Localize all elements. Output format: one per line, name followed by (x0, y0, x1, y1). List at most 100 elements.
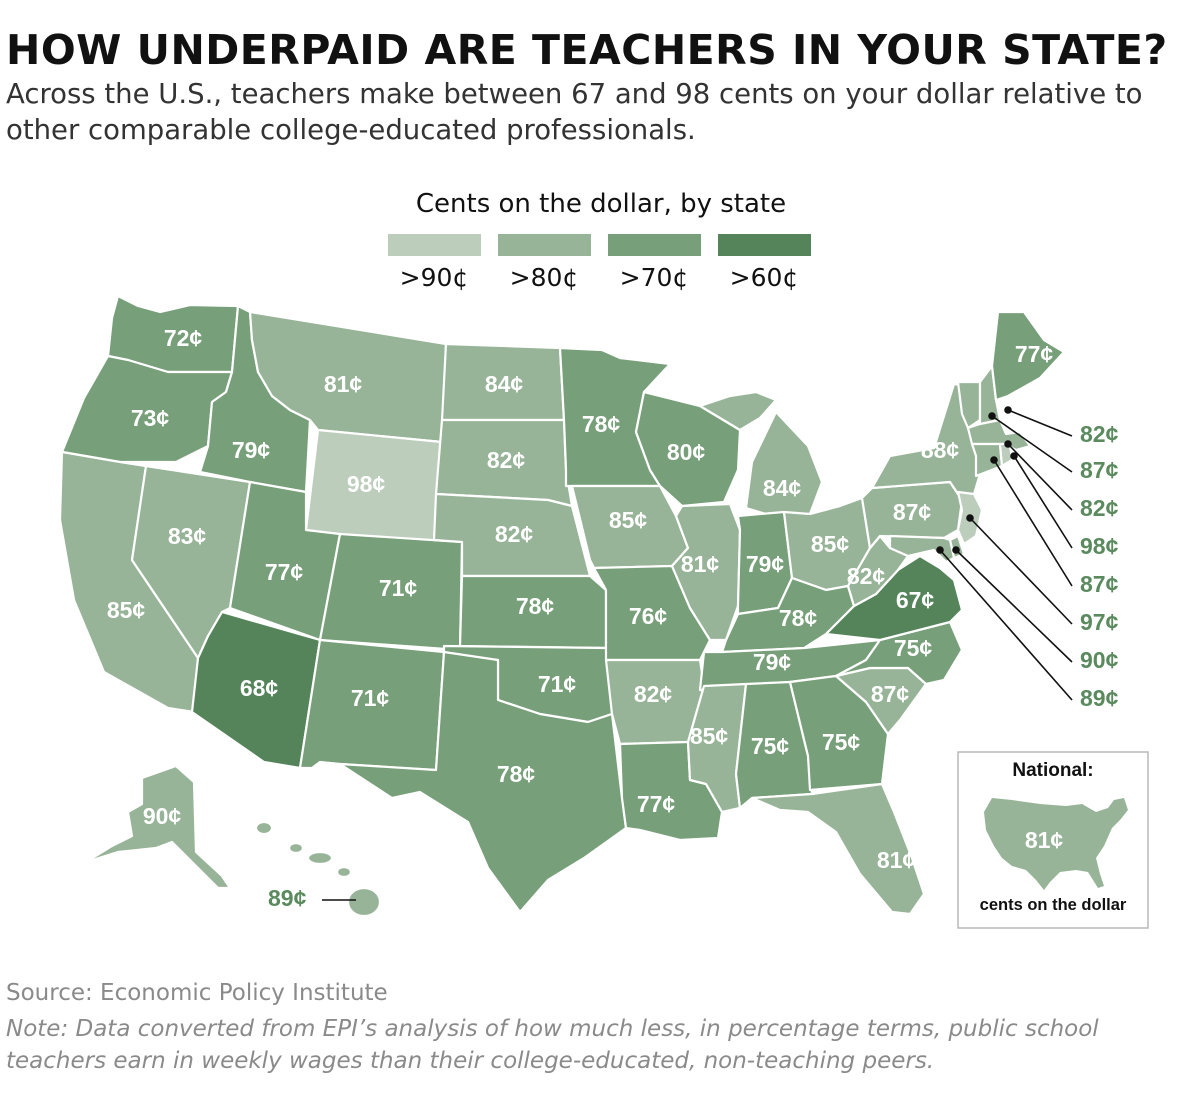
leader-dot-md (936, 546, 944, 554)
state-label-il: 81¢ (681, 551, 720, 577)
legend-swatch-60 (718, 234, 811, 256)
state-label-co: 71¢ (379, 575, 418, 601)
state-label-mn: 78¢ (582, 411, 621, 437)
callout-label-vt: 82¢ (1080, 421, 1119, 447)
legend-label-60: >60¢ (730, 263, 799, 292)
state-label-va: 67¢ (896, 587, 935, 613)
legend-swatch-80 (498, 234, 591, 256)
state-label-ky: 78¢ (779, 605, 818, 631)
leader-dot-nj (966, 514, 974, 522)
state-label-ga: 75¢ (822, 729, 861, 755)
callout-label-ri: 98¢ (1080, 533, 1119, 559)
state-label-la: 77¢ (637, 791, 676, 817)
state-label-sd: 82¢ (487, 447, 526, 473)
state-ct (970, 442, 1004, 478)
state-label-nc: 75¢ (894, 635, 933, 661)
leader-dot-nh (988, 412, 996, 420)
source-note: Source: Economic Policy Institute (6, 980, 388, 1006)
state-label-pa: 87¢ (893, 499, 932, 525)
state-label-mt: 81¢ (324, 371, 363, 397)
state-md (888, 534, 956, 564)
state-label-tn: 79¢ (753, 649, 792, 675)
state-vt (956, 380, 982, 430)
state-mi (744, 410, 824, 516)
leader-ri (1013, 455, 1073, 549)
methodology-note: Note: Data converted from EPI’s analysis… (6, 1016, 1099, 1074)
state-label-ny: 88¢ (921, 437, 960, 463)
state-label-nd: 84¢ (485, 371, 524, 397)
state-label-ks: 78¢ (516, 593, 555, 619)
state-label-ms: 85¢ (690, 723, 729, 749)
state-label-id: 79¢ (232, 437, 271, 463)
callout-leader-lines (322, 406, 1073, 901)
state-label-wv: 82¢ (847, 563, 886, 589)
leader-dot-ma (1004, 440, 1012, 448)
state-label-or: 73¢ (131, 405, 170, 431)
state-label-ak: 90¢ (143, 803, 182, 829)
state-label-ut: 77¢ (265, 559, 304, 585)
state-label-in: 79¢ (746, 551, 785, 577)
callout-label-nh: 87¢ (1080, 457, 1119, 483)
national-value: 81¢ (1025, 827, 1064, 853)
state-nh (978, 364, 1002, 426)
callout-label-ma: 82¢ (1080, 495, 1119, 521)
leader-dot-ri (1010, 452, 1018, 460)
subheadline: Across the U.S., teachers make between 6… (6, 78, 1143, 146)
leader-dot-de (952, 546, 960, 554)
state-label-az: 68¢ (240, 675, 279, 701)
state-label-fl: 81¢ (877, 847, 916, 873)
leader-md (939, 549, 1073, 701)
state-il (670, 502, 742, 642)
state-label-wi: 80¢ (667, 439, 706, 465)
state-label-nv: 83¢ (168, 523, 207, 549)
state-label-ar: 82¢ (634, 681, 673, 707)
state-me (990, 310, 1066, 402)
state-label-nm: 71¢ (351, 685, 390, 711)
callout-label-de: 90¢ (1080, 647, 1119, 673)
state-label-mo: 76¢ (629, 603, 668, 629)
national-footer: cents on the dollar (980, 896, 1127, 914)
legend-label-70: >70¢ (620, 263, 689, 292)
state-hi (254, 820, 382, 918)
state-fl (750, 782, 926, 916)
state-mi-up (698, 390, 778, 432)
leader-ma (1007, 443, 1073, 511)
state-label-tx: 78¢ (497, 761, 536, 787)
national-us-silhouette (984, 798, 1128, 890)
callout-label-md: 89¢ (1080, 685, 1119, 711)
legend-swatch-90 (388, 234, 481, 256)
legend-label-90: >90¢ (400, 263, 469, 292)
leader-nj (969, 517, 1073, 625)
state-nc (834, 620, 964, 686)
leader-dot-ct (990, 456, 998, 464)
callout-label-hi: 89¢ (268, 885, 307, 911)
national-title: National: (1012, 760, 1093, 781)
state-label-sc: 87¢ (871, 681, 910, 707)
state-ak (84, 764, 232, 890)
state-label-al: 75¢ (751, 733, 790, 759)
state-tx (338, 650, 628, 914)
headline: HOW UNDERPAID ARE TEACHERS IN YOUR STATE… (6, 26, 1168, 74)
legend-swatch-70 (608, 234, 701, 256)
state-label-ca: 85¢ (107, 597, 146, 623)
callout-label-nj: 97¢ (1080, 609, 1119, 635)
national-inset: National: 81¢ cents on the dollar (957, 751, 1149, 929)
state-label-wy: 98¢ (347, 471, 386, 497)
state-label-wa: 72¢ (164, 325, 203, 351)
leader-vt (1007, 409, 1073, 437)
state-label-ok: 71¢ (538, 671, 577, 697)
callout-label-ct: 87¢ (1080, 571, 1119, 597)
leader-nh (991, 415, 1073, 473)
leader-dot-vt (1004, 406, 1012, 414)
state-label-ia: 85¢ (609, 507, 648, 533)
leader-de (955, 549, 1073, 663)
legend: Cents on the dollar, by state >90¢ >80¢ … (388, 189, 811, 292)
legend-label-80: >80¢ (510, 263, 579, 292)
state-label-mi: 84¢ (763, 475, 802, 501)
legend-title: Cents on the dollar, by state (416, 189, 786, 219)
state-label-me: 77¢ (1015, 341, 1054, 367)
state-label-ne: 82¢ (495, 521, 534, 547)
leader-ct (993, 459, 1073, 587)
state-label-oh: 85¢ (811, 531, 850, 557)
